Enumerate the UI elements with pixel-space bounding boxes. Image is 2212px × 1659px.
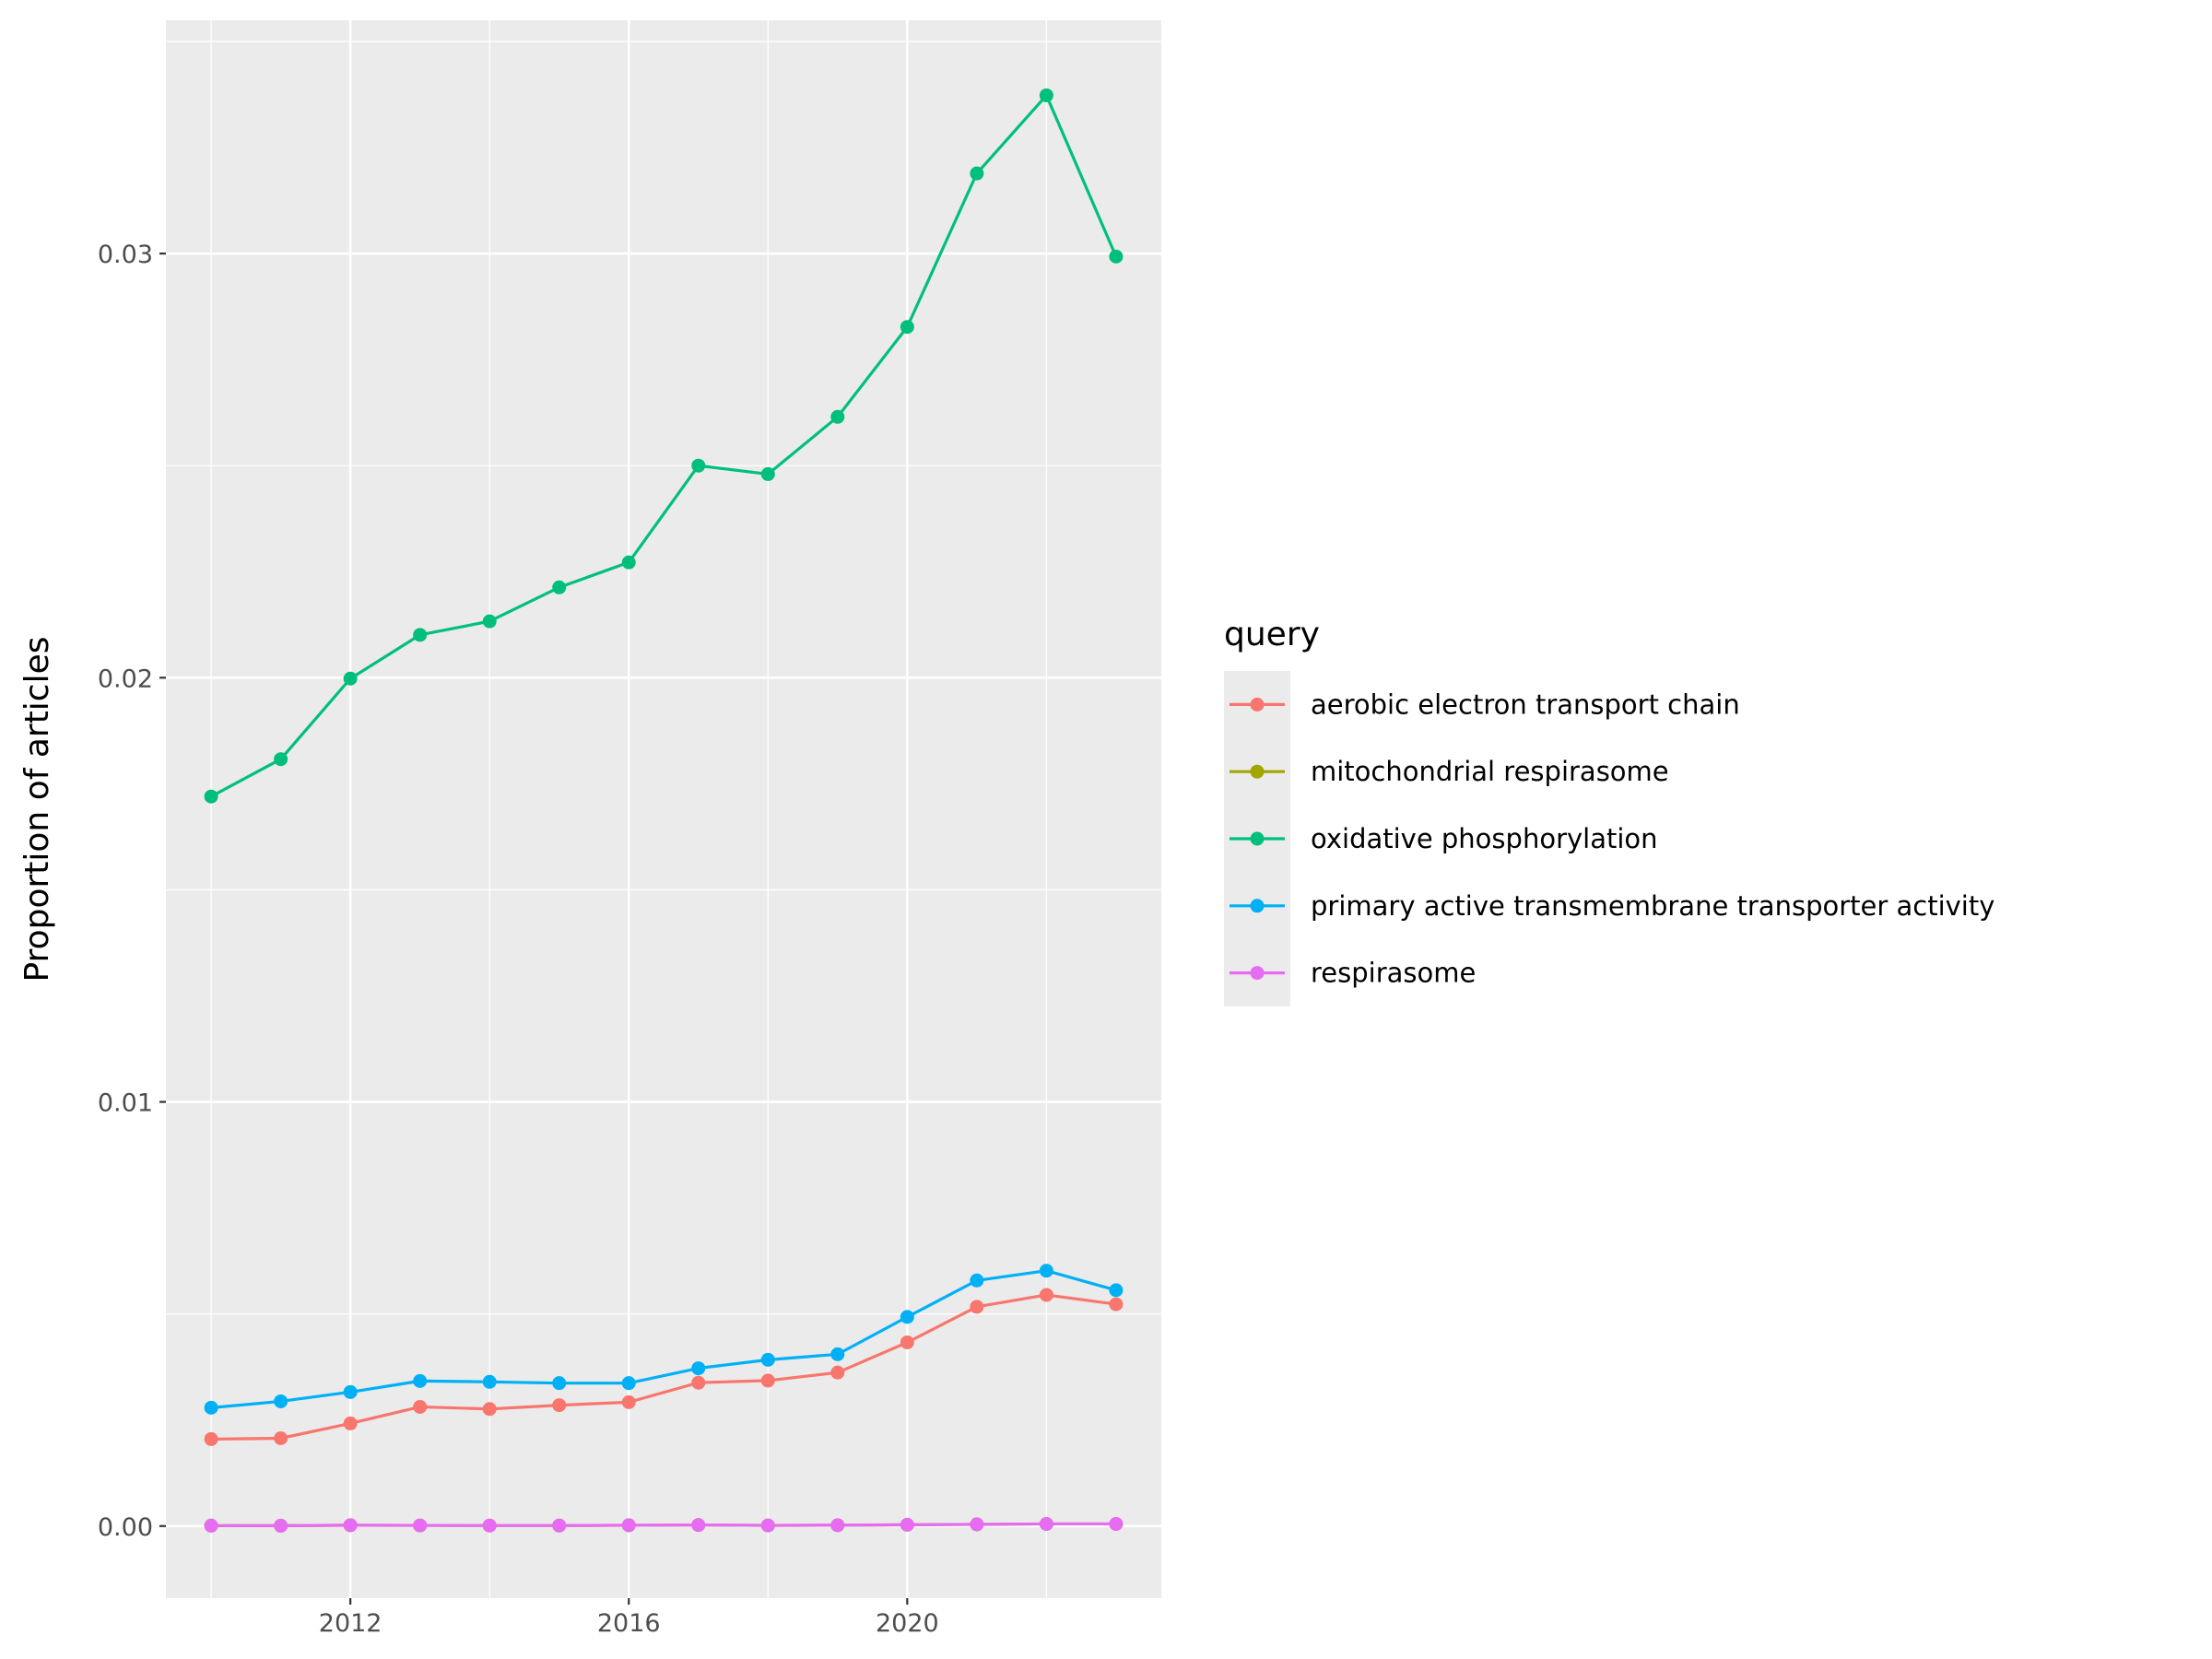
- x-axis: 2012 2016 2020: [319, 1598, 939, 1638]
- x-tick-label: 2016: [597, 1609, 661, 1638]
- data-point: [552, 1518, 567, 1533]
- data-point: [830, 1518, 845, 1533]
- data-point: [413, 1373, 428, 1388]
- data-point: [1109, 249, 1124, 264]
- x-tick-label: 2020: [876, 1609, 939, 1638]
- data-point: [900, 320, 914, 335]
- data-point: [970, 1517, 984, 1532]
- data-point: [343, 671, 358, 686]
- data-point: [343, 1384, 358, 1399]
- legend-label: respirasome: [1311, 958, 1476, 989]
- y-axis-title: Proportion of articles: [18, 636, 56, 982]
- legend-items: aerobic electron transport chain mitochon…: [1230, 688, 1994, 989]
- data-point: [1039, 1264, 1053, 1278]
- legend-key-point: [1250, 764, 1265, 779]
- data-point: [691, 458, 706, 473]
- legend-label: primary active transmembrane transporter…: [1311, 890, 1994, 922]
- data-point: [482, 1374, 497, 1389]
- data-point: [552, 1376, 567, 1391]
- series-line-4: [211, 1522, 1116, 1528]
- data-point: [970, 1300, 984, 1314]
- data-point: [274, 1394, 288, 1408]
- data-point: [1109, 1516, 1124, 1531]
- legend-title: query: [1224, 616, 1320, 653]
- data-point: [1109, 1283, 1124, 1298]
- data-point: [552, 1398, 567, 1413]
- data-point: [482, 1518, 497, 1533]
- legend-label: oxidative phosphorylation: [1311, 823, 1658, 854]
- series-line-2: [210, 93, 1118, 798]
- data-point: [413, 1399, 428, 1414]
- data-point: [621, 1518, 636, 1533]
- data-point: [343, 1416, 358, 1430]
- grid-major: [166, 20, 1161, 1598]
- data-point: [204, 789, 218, 804]
- data-point: [830, 409, 845, 424]
- legend-label: mitochondrial respirasome: [1311, 756, 1669, 787]
- data-point: [552, 580, 567, 594]
- data-point: [760, 466, 775, 481]
- data-point: [1109, 1297, 1124, 1312]
- data-point: [900, 1310, 914, 1324]
- grid-minor: [166, 20, 1161, 1598]
- data-point: [970, 1273, 984, 1288]
- y-tick-label: 0.00: [98, 1513, 153, 1542]
- data-point: [204, 1400, 218, 1415]
- data-point: [204, 1431, 218, 1446]
- series-line-3: [210, 1269, 1117, 1409]
- data-point: [413, 1518, 428, 1533]
- data-point: [343, 1518, 358, 1533]
- y-tick-label: 0.03: [98, 241, 153, 269]
- legend-key-point: [1250, 831, 1265, 846]
- plot-panel: [166, 20, 1161, 1598]
- y-axis: 0.00 0.01 0.02 0.03: [98, 241, 166, 1542]
- data-point: [900, 1517, 914, 1532]
- data-point: [413, 628, 428, 642]
- legend-key-point: [1250, 899, 1265, 913]
- y-tick-label: 0.01: [98, 1089, 153, 1118]
- data-point: [274, 752, 288, 767]
- legend-key-point: [1250, 966, 1265, 981]
- data-point: [900, 1335, 914, 1349]
- legend-label: aerobic electron transport chain: [1311, 688, 1740, 720]
- series-points: [204, 88, 1124, 1533]
- x-tick-label: 2012: [319, 1609, 382, 1638]
- data-point: [1039, 88, 1053, 102]
- data-point: [830, 1365, 845, 1380]
- data-point: [760, 1352, 775, 1367]
- data-point: [691, 1361, 706, 1376]
- data-point: [621, 555, 636, 570]
- data-point: [760, 1518, 775, 1533]
- data-point: [621, 1394, 636, 1409]
- data-point: [970, 166, 984, 181]
- series-lines: [210, 93, 1118, 1528]
- data-point: [1039, 1516, 1053, 1531]
- data-point: [830, 1347, 845, 1361]
- data-point: [621, 1376, 636, 1391]
- y-tick-label: 0.02: [98, 665, 153, 693]
- data-point: [204, 1518, 218, 1533]
- data-point: [691, 1518, 706, 1533]
- data-point: [1039, 1288, 1053, 1302]
- legend: query aerobic electron transport chain mi…: [1224, 616, 1994, 1006]
- data-point: [274, 1518, 288, 1533]
- data-point: [760, 1373, 775, 1388]
- data-point: [482, 614, 497, 629]
- series-line-0: [211, 1293, 1117, 1441]
- data-point: [691, 1375, 706, 1390]
- legend-key-point: [1250, 697, 1265, 712]
- data-point: [274, 1430, 288, 1445]
- data-point: [482, 1402, 497, 1417]
